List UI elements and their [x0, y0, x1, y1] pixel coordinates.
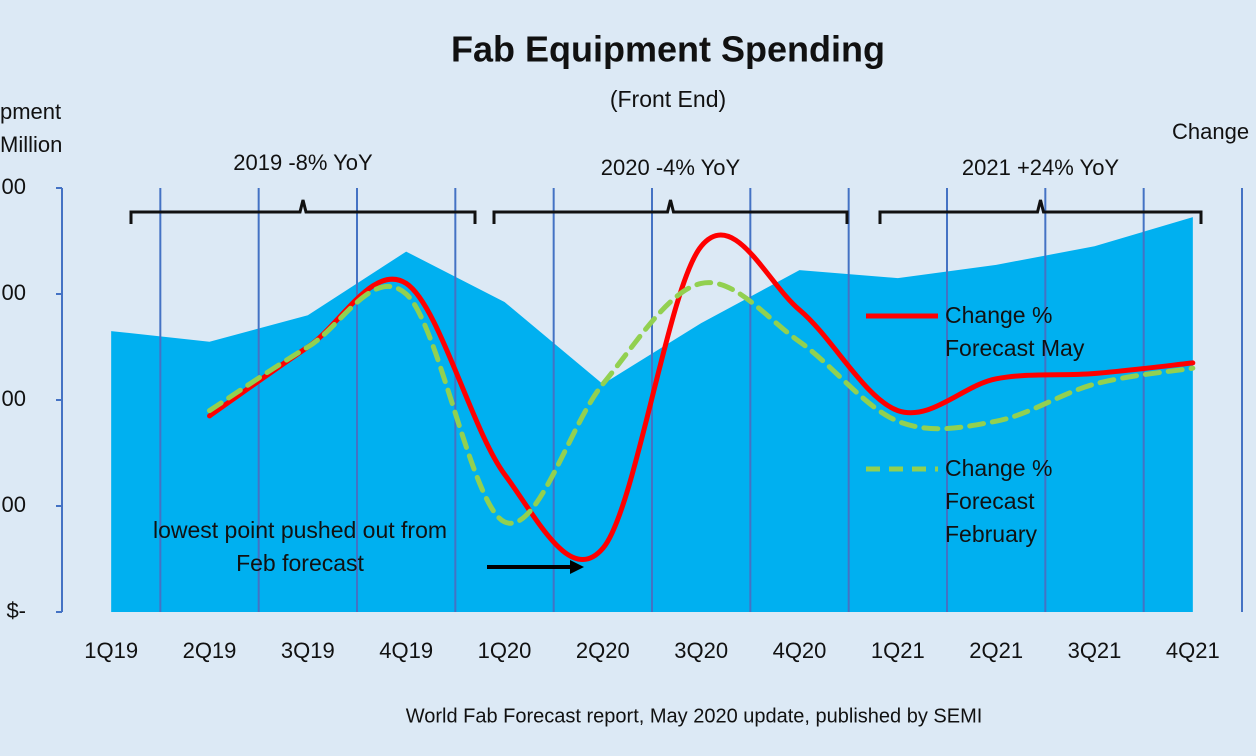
bracket — [492, 199, 849, 224]
bracket-label: 2021 +24% YoY — [962, 155, 1120, 180]
y-tick-label: $- — [6, 598, 26, 623]
bracket-label: 2019 -8% YoY — [233, 150, 373, 175]
x-tick-label: 4Q21 — [1166, 638, 1220, 663]
x-tick-label: 3Q21 — [1068, 638, 1122, 663]
x-tick-label: 2Q20 — [576, 638, 630, 663]
x-tick-label: 4Q19 — [379, 638, 433, 663]
legend-label: Change % Forecast May — [945, 302, 1085, 361]
legend-label: Change % Forecast February — [945, 455, 1053, 547]
x-tick-label: 3Q20 — [674, 638, 728, 663]
footnote: World Fab Forecast report, May 2020 upda… — [406, 705, 983, 727]
annotation: lowest point pushed out from Feb forecas… — [152, 517, 448, 576]
x-tick-label: 2Q21 — [969, 638, 1023, 663]
bracket — [129, 199, 477, 224]
x-tick-label: 1Q21 — [871, 638, 925, 663]
y2-axis-label: Change — [1172, 119, 1249, 144]
x-tick-label: 1Q20 — [478, 638, 532, 663]
y-tick-label: 00 — [2, 280, 26, 305]
bracket — [878, 199, 1203, 224]
x-tick-label: 2Q19 — [183, 638, 237, 663]
y-tick-label: 00 — [2, 492, 26, 517]
x-tick-label: 4Q20 — [773, 638, 827, 663]
y-tick-label: 00 — [2, 386, 26, 411]
y-axis-label: Million — [0, 132, 62, 157]
y-axis-label: pment — [0, 99, 61, 124]
x-tick-label: 1Q19 — [84, 638, 138, 663]
bracket-label: 2020 -4% YoY — [601, 155, 741, 180]
chart-title: Fab Equipment Spending — [451, 29, 885, 70]
series-line — [207, 280, 1196, 526]
y-tick-label: 00 — [2, 174, 26, 199]
arrow-head — [570, 560, 584, 574]
x-tick-label: 3Q19 — [281, 638, 335, 663]
series-line — [207, 232, 1196, 562]
chart-subtitle: (Front End) — [610, 86, 726, 112]
annotation-arrow — [487, 560, 584, 574]
